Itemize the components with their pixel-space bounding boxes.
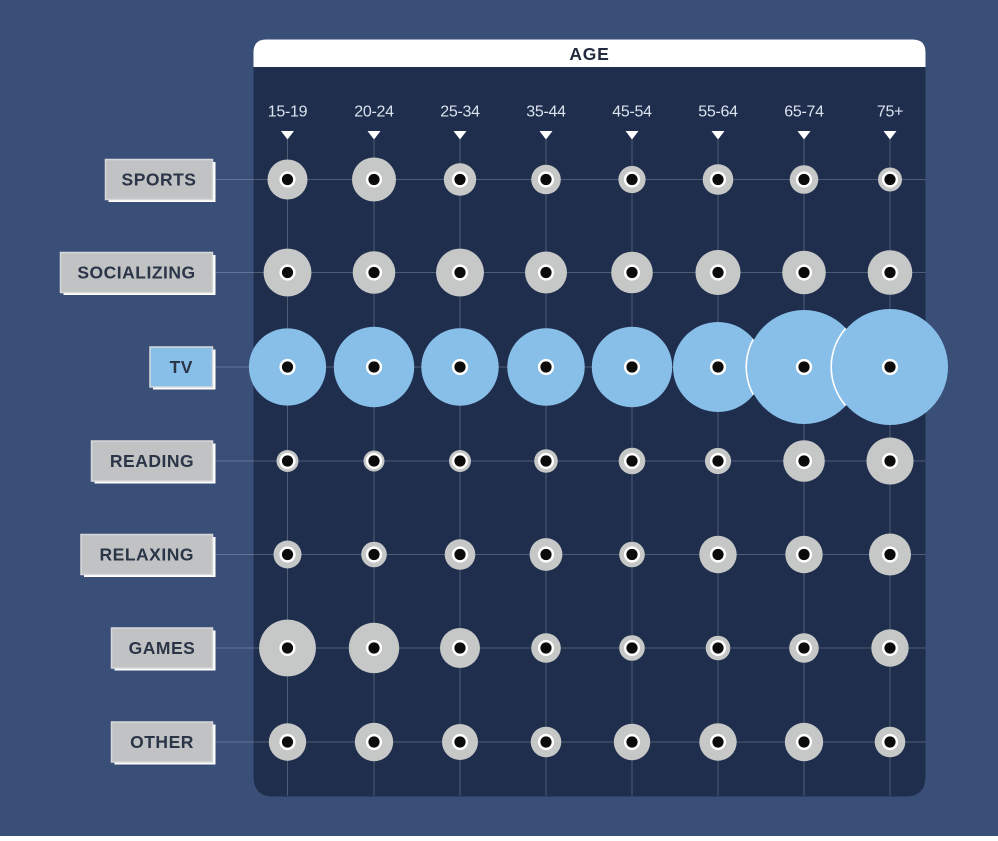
svg-text:GAMES: GAMES [129,638,196,658]
svg-text:75+: 75+ [877,104,903,121]
svg-text:65-74: 65-74 [784,104,824,121]
svg-text:35-44: 35-44 [526,104,566,121]
svg-text:RELAXING: RELAXING [100,545,194,565]
svg-text:OTHER: OTHER [130,732,194,752]
svg-text:15-19: 15-19 [268,104,308,121]
svg-text:45-54: 45-54 [612,104,652,121]
svg-text:55-64: 55-64 [698,104,738,121]
svg-text:SPORTS: SPORTS [122,170,197,190]
svg-text:SOCIALIZING: SOCIALIZING [77,263,195,283]
svg-text:AGE: AGE [569,44,609,64]
svg-text:25-34: 25-34 [440,104,480,121]
svg-text:TV: TV [170,357,193,377]
svg-text:20-24: 20-24 [354,104,394,121]
svg-text:READING: READING [110,451,194,471]
